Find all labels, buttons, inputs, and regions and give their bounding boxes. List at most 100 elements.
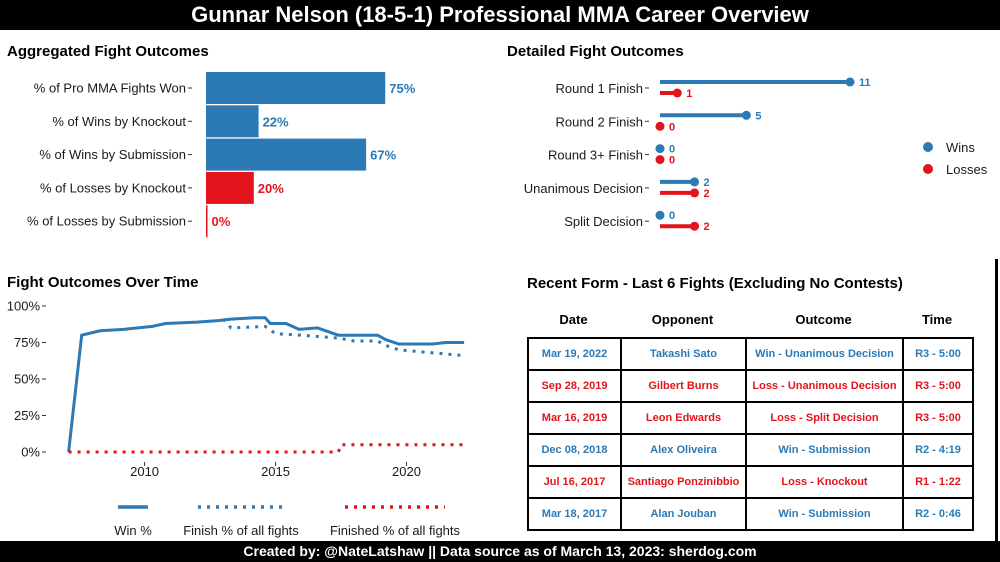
- over-time-title: Fight Outcomes Over Time: [7, 274, 199, 291]
- bar-value-label: 20%: [258, 181, 284, 196]
- legend-losses-label: Losses: [946, 162, 988, 177]
- fight-outcome: Win - Submission: [745, 497, 904, 531]
- fight-time: R3 - 5:00: [902, 369, 974, 403]
- point-value-label: 5: [755, 110, 761, 122]
- detailed-title: Detailed Fight Outcomes: [507, 43, 684, 60]
- category-label: Round 1 Finish: [556, 81, 643, 96]
- footer-credit: Created by: @NateLatshaw || Data source …: [0, 541, 1000, 562]
- point-value-label: 2: [704, 177, 710, 189]
- point-value-label: 2: [704, 221, 710, 233]
- legend-label-finished-of-all-fights: Finished % of all fights: [330, 523, 461, 538]
- x-tick-label: 2015: [261, 464, 290, 479]
- category-label: Unanimous Decision: [524, 181, 643, 196]
- y-tick-label: 0%: [21, 445, 40, 460]
- wins-point: [741, 110, 751, 120]
- fight-date: Jul 16, 2017: [527, 465, 622, 499]
- aggregated-title: Aggregated Fight Outcomes: [7, 43, 209, 60]
- fight-time: R1 - 1:22: [902, 465, 974, 499]
- bar-value-label: 67%: [370, 148, 396, 163]
- bar-value-label: 0%: [212, 214, 231, 229]
- fight-outcome: Loss - Split Decision: [745, 401, 904, 435]
- table-header-date: Date: [559, 312, 588, 327]
- table-header-time: Time: [921, 312, 953, 327]
- fight-outcome: Win - Unanimous Decision: [745, 337, 904, 371]
- category-label: % of Wins by Submission: [39, 147, 186, 162]
- bar-of-wins-by-submission: [206, 138, 367, 171]
- category-label: % of Pro MMA Fights Won: [34, 81, 186, 96]
- legend-wins-marker: [923, 142, 933, 152]
- fight-outcome: Loss - Knockout: [745, 465, 904, 499]
- point-value-label: 0: [669, 121, 675, 133]
- table-row: Mar 19, 2022 Takashi Sato Win - Unanimou…: [527, 337, 974, 371]
- point-value-label: 2: [704, 188, 710, 200]
- table-row: Mar 18, 2017 Alan Jouban Win - Submissio…: [527, 497, 974, 531]
- bar-value-label: 22%: [263, 114, 289, 129]
- losses-point: [672, 88, 682, 98]
- losses-point: [655, 121, 665, 131]
- y-tick-label: 50%: [14, 372, 40, 387]
- fight-opponent: Santiago Ponzinibbio: [620, 465, 747, 499]
- legend-losses-marker: [923, 164, 933, 174]
- table-header-outcome: Outcome: [795, 312, 852, 327]
- losses-point: [690, 188, 700, 198]
- category-label: Split Decision: [564, 214, 643, 229]
- losses-point: [690, 221, 700, 231]
- fight-opponent: Leon Edwards: [620, 401, 747, 435]
- aggregated-outcomes-chart: % of Pro MMA Fights Won 75% % of Wins by K…: [27, 72, 416, 238]
- panel-divider: [995, 259, 998, 541]
- series-line-finished-of-all-fights: [68, 443, 465, 454]
- category-label: % of Losses by Submission: [27, 214, 186, 229]
- fight-opponent: Gilbert Burns: [620, 369, 747, 403]
- outcomes-over-time-chart: 0% 25% 50% 75% 100% 2010 2015 2020 Win % Finish %…: [7, 299, 465, 538]
- bar-of-losses-by-submission: [206, 205, 208, 238]
- fight-date: Mar 19, 2022: [527, 337, 622, 371]
- y-tick-label: 100%: [7, 299, 41, 314]
- fight-time: R3 - 5:00: [902, 401, 974, 435]
- fight-outcome: Win - Submission: [745, 433, 904, 467]
- table-row: Sep 28, 2019 Gilbert Burns Loss - Unanim…: [527, 369, 974, 403]
- bar-of-losses-by-knockout: [206, 171, 254, 204]
- fight-opponent: Alex Oliveira: [620, 433, 747, 467]
- y-tick-label: 25%: [14, 408, 40, 423]
- recent-form-table: Mar 19, 2022 Takashi Sato Win - Unanimou…: [527, 337, 974, 531]
- bar-of-wins-by-knockout: [206, 105, 259, 138]
- series-line-win: [67, 316, 465, 453]
- fight-date: Mar 16, 2019: [527, 401, 622, 435]
- point-value-label: 0: [669, 155, 675, 167]
- legend-label-win: Win %: [114, 523, 152, 538]
- fight-time: R3 - 5:00: [902, 337, 974, 371]
- point-value-label: 0: [669, 210, 675, 222]
- losses-point: [655, 155, 665, 165]
- fight-opponent: Alan Jouban: [620, 497, 747, 531]
- fight-date: Dec 08, 2018: [527, 433, 622, 467]
- category-label: % of Wins by Knockout: [52, 114, 186, 129]
- fight-outcome: Loss - Unanimous Decision: [745, 369, 904, 403]
- wins-point: [655, 144, 665, 154]
- table-row: Dec 08, 2018 Alex Oliveira Win - Submiss…: [527, 433, 974, 467]
- point-value-label: 0: [669, 144, 675, 156]
- category-label: % of Losses by Knockout: [40, 180, 186, 195]
- series-line-finish-of-all-fights: [222, 318, 465, 358]
- legend-label-finish-of-all-fights: Finish % of all fights: [183, 523, 299, 538]
- fight-time: R2 - 4:19: [902, 433, 974, 467]
- fight-time: R2 - 0:46: [902, 497, 974, 531]
- point-value-label: 11: [859, 77, 871, 89]
- bar-value-label: 75%: [389, 81, 415, 96]
- wins-point: [845, 77, 855, 87]
- category-label: Round 2 Finish: [556, 114, 643, 129]
- recent-form-title: Recent Form - Last 6 Fights (Excluding N…: [527, 275, 903, 292]
- x-tick-label: 2020: [392, 464, 421, 479]
- table-row: Jul 16, 2017 Santiago Ponzinibbio Loss -…: [527, 465, 974, 499]
- fight-opponent: Takashi Sato: [620, 337, 747, 371]
- bar-of-pro-mma-fights-won: [206, 72, 386, 104]
- y-tick-label: 75%: [14, 335, 40, 350]
- point-value-label: 1: [686, 88, 692, 100]
- fight-date: Sep 28, 2019: [527, 369, 622, 403]
- category-label: Round 3+ Finish: [548, 148, 643, 163]
- wins-point: [690, 177, 700, 187]
- table-row: Mar 16, 2019 Leon Edwards Loss - Split D…: [527, 401, 974, 435]
- fight-date: Mar 18, 2017: [527, 497, 622, 531]
- table-header-opponent: Opponent: [651, 312, 714, 327]
- page-title: Gunnar Nelson (18-5-1) Professional MMA …: [0, 0, 1000, 30]
